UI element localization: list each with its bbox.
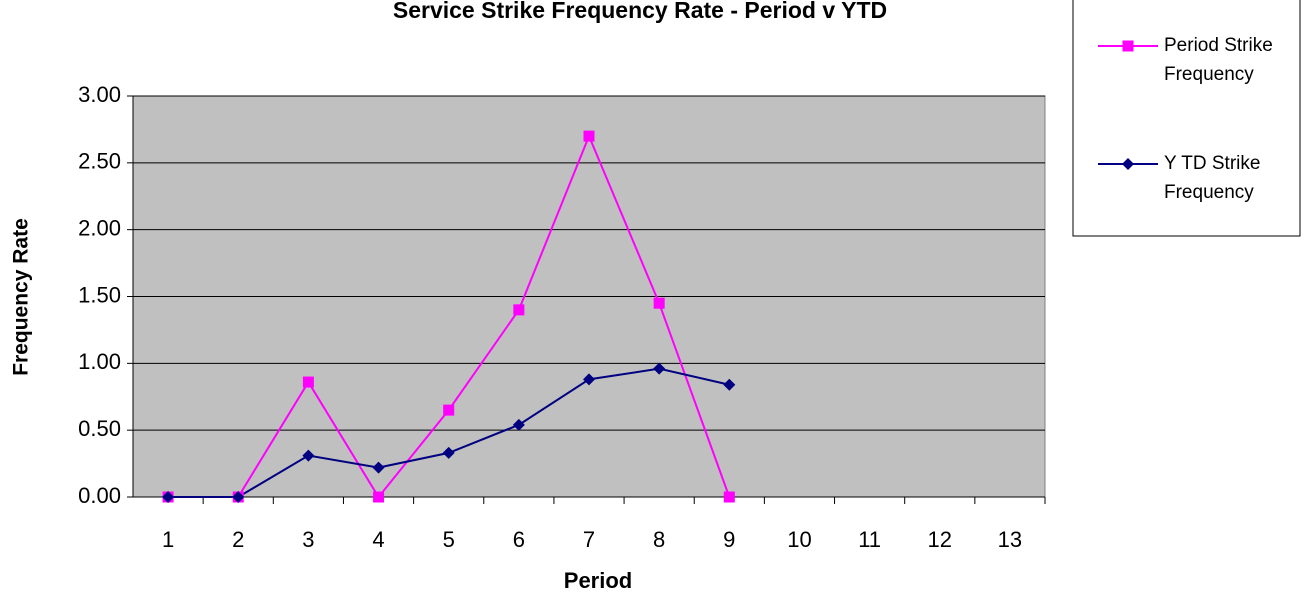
marker: [583, 130, 595, 142]
marker: [232, 491, 245, 503]
marker: [513, 304, 525, 316]
marker: [1122, 158, 1134, 170]
marker: [653, 362, 666, 375]
y-tick-label: 2.00: [78, 215, 121, 240]
legend-label: Y TD Strike Frequency: [1164, 153, 1261, 203]
marker: [372, 461, 385, 474]
y-tick-label: 0.50: [78, 416, 121, 441]
x-tick-label: 7: [583, 527, 595, 552]
x-tick-label: 12: [928, 527, 952, 552]
x-tick-label: 11: [858, 527, 881, 552]
marker: [302, 376, 314, 388]
y-tick-label: 1.50: [78, 282, 121, 307]
marker: [723, 491, 735, 503]
marker: [512, 418, 525, 431]
marker: [302, 449, 315, 462]
y-tick-label: 1.00: [78, 349, 121, 374]
x-tick-label: 5: [443, 527, 455, 552]
x-tick-label: 13: [998, 527, 1022, 552]
x-tick-label: 3: [302, 527, 314, 552]
x-tick-label: 9: [723, 527, 735, 552]
x-tick-label: 10: [787, 527, 811, 552]
marker: [442, 446, 455, 459]
legend-label: Period Strike Frequency: [1164, 35, 1273, 85]
marker: [723, 378, 736, 391]
x-axis-label: Period: [564, 568, 632, 593]
chart-title: Service Strike Frequency Rate - Period v…: [393, 0, 887, 23]
y-tick-label: 3.00: [78, 82, 121, 107]
x-tick-label: 1: [162, 527, 174, 552]
x-tick-label: 6: [513, 527, 525, 552]
y-tick-label: 2.50: [78, 149, 121, 174]
marker: [443, 404, 455, 416]
x-tick-label: 2: [232, 527, 244, 552]
marker: [162, 491, 175, 503]
y-tick-label: 0.00: [78, 483, 121, 508]
x-tick-label: 8: [653, 527, 665, 552]
marker: [373, 491, 385, 503]
marker: [653, 297, 665, 309]
marker: [1122, 40, 1134, 52]
y-axis-label: Frequency Rate: [10, 218, 33, 376]
x-tick-label: 4: [372, 527, 384, 552]
marker: [583, 373, 595, 386]
legend-box: [1072, 0, 1301, 237]
